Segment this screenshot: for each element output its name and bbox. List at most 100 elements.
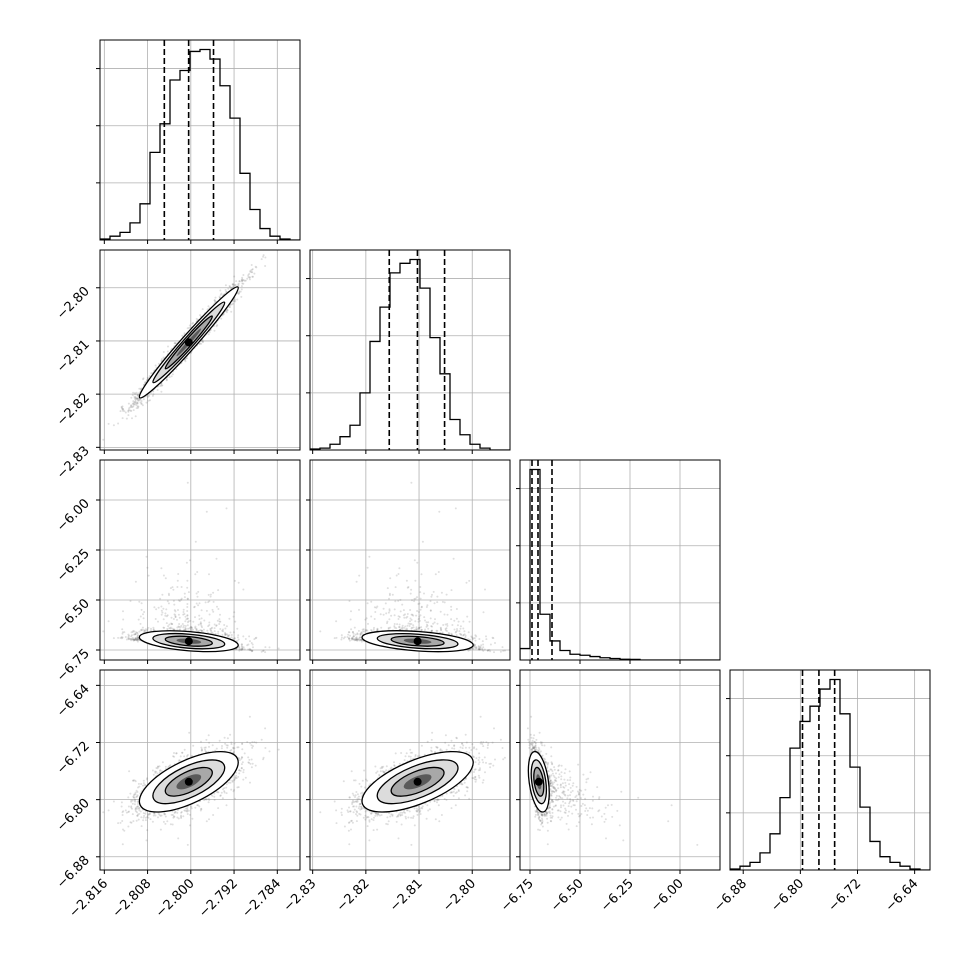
scatter-point (230, 636, 233, 639)
scatter-point (264, 256, 267, 259)
scatter-point (215, 557, 218, 560)
scatter-point (192, 620, 195, 623)
scatter-point (161, 384, 164, 387)
scatter-point (262, 649, 265, 652)
scatter-point (222, 313, 225, 316)
scatter-point (211, 608, 214, 611)
scatter-point (132, 639, 135, 642)
scatter-point (172, 588, 175, 591)
scatter-point (143, 611, 146, 613)
scatter-point (127, 402, 130, 405)
scatter-point (224, 633, 227, 636)
scatter-point (194, 626, 197, 629)
scatter-point (147, 399, 150, 402)
scatter-point (156, 389, 159, 391)
scatter-point (262, 255, 265, 258)
scatter-point (228, 306, 231, 308)
scatter-point (214, 296, 217, 299)
scatter-point (167, 592, 170, 595)
scatter-point (241, 279, 244, 282)
scatter-point (131, 406, 134, 408)
scatter-point (231, 283, 234, 286)
scatter-point (180, 624, 183, 627)
scatter-point (204, 601, 207, 604)
scatter-point (120, 406, 123, 408)
scatter-point (136, 397, 139, 400)
scatter-point (224, 627, 227, 630)
scatter-point (171, 623, 174, 625)
scatter-point (238, 291, 241, 294)
scatter-point (209, 629, 212, 632)
scatter-point (128, 634, 130, 637)
scatter-point (137, 618, 140, 621)
scatter-point (237, 581, 240, 584)
scatter-point (200, 609, 203, 612)
scatter-point (189, 626, 192, 629)
scatter-point (228, 285, 231, 287)
scatter-point (248, 273, 251, 275)
scatter-point (135, 407, 138, 410)
scatter-point (190, 626, 193, 629)
scatter-point (227, 635, 230, 638)
scatter-point (137, 406, 139, 409)
scatter-point (198, 602, 201, 605)
scatter-point (195, 602, 198, 605)
scatter-point (211, 631, 214, 634)
scatter-point (219, 620, 222, 623)
scatter-point (190, 626, 193, 629)
scatter-point (134, 396, 137, 399)
scatter-point (133, 401, 136, 404)
scatter-point (139, 387, 142, 390)
scatter-point (133, 638, 136, 641)
scatter-point (176, 579, 179, 582)
scatter-point (182, 608, 185, 611)
scatter-point (136, 640, 139, 643)
scatter-point (249, 270, 252, 273)
scatter-point (137, 399, 139, 402)
scatter-point (160, 383, 163, 386)
scatter-point (236, 636, 239, 639)
scatter-point (211, 626, 214, 629)
scatter-point (187, 591, 190, 594)
scatter-point (134, 637, 137, 640)
y-tick-label: −2.81 (54, 337, 93, 376)
scatter-point (202, 628, 205, 631)
scatter-point (192, 321, 195, 324)
scatter-point (132, 391, 135, 394)
scatter-point (137, 638, 139, 641)
scatter-point (134, 580, 137, 583)
scatter-point (125, 638, 128, 641)
scatter-point (152, 390, 155, 393)
scatter-point (238, 280, 241, 283)
scatter-point (133, 630, 136, 633)
scatter-point (147, 574, 150, 577)
scatter-point (162, 351, 165, 353)
scatter-point (208, 613, 211, 616)
scatter-point (121, 417, 124, 420)
scatter-point (121, 632, 124, 635)
scatter-point (237, 292, 240, 295)
scatter-point (134, 398, 137, 401)
scatter-point (129, 638, 132, 640)
scatter-point (232, 283, 235, 286)
scatter-point (136, 636, 139, 639)
scatter-point (229, 285, 231, 288)
scatter-point (247, 643, 250, 646)
scatter-point (218, 623, 221, 625)
scatter-point (177, 573, 180, 575)
scatter-point (185, 561, 188, 564)
scatter-point (254, 637, 257, 640)
scatter-point (179, 628, 182, 631)
scatter-point (161, 593, 164, 596)
scatter-point (250, 649, 253, 652)
scatter-point (234, 579, 236, 582)
scatter-point (249, 269, 252, 272)
scatter-point (194, 540, 197, 543)
scatter-point (133, 639, 136, 642)
scatter-point (151, 394, 154, 397)
scatter-point (212, 610, 215, 613)
scatter-point (210, 627, 213, 630)
scatter-point (137, 634, 139, 637)
scatter-point (181, 623, 184, 625)
scatter-point (243, 279, 246, 282)
